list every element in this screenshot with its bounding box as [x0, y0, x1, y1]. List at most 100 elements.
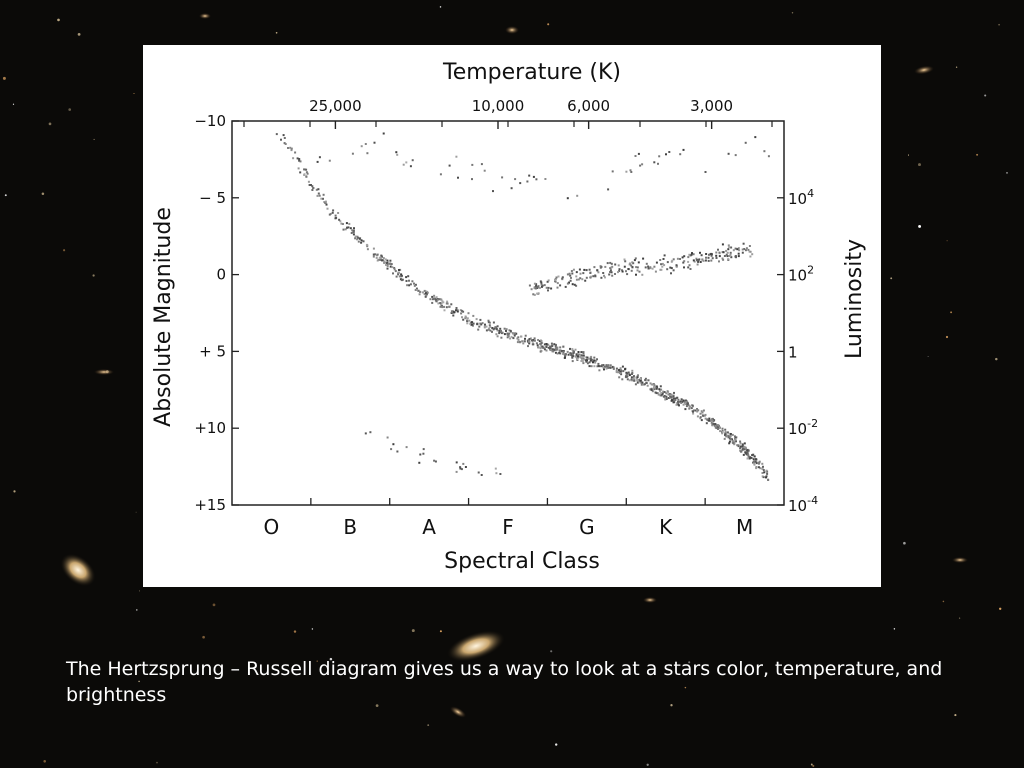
- star-point: [735, 256, 737, 259]
- star-point: [622, 370, 625, 373]
- star-point: [602, 272, 605, 274]
- star-point: [575, 271, 578, 274]
- star-point: [675, 403, 678, 406]
- star-point: [386, 436, 389, 439]
- star-point: [700, 419, 703, 422]
- star-point: [382, 257, 385, 260]
- star-point: [742, 453, 745, 456]
- star-point: [320, 197, 323, 200]
- star-point: [366, 245, 369, 248]
- background-star: [954, 714, 957, 717]
- star-point: [592, 361, 594, 364]
- star-point: [715, 251, 718, 254]
- star-point: [360, 145, 363, 148]
- star-point: [623, 258, 626, 261]
- star-point: [683, 260, 686, 263]
- star-point: [553, 343, 556, 346]
- background-star: [86, 697, 89, 701]
- star-point: [659, 394, 662, 397]
- star-point: [360, 241, 363, 244]
- star-point: [609, 261, 612, 264]
- star-point: [559, 284, 562, 287]
- star-point: [712, 420, 715, 422]
- star-point: [580, 356, 583, 358]
- star-point: [520, 335, 523, 338]
- background-star: [942, 600, 945, 603]
- star-point: [626, 273, 629, 276]
- star-point: [691, 252, 693, 255]
- star-point: [296, 157, 299, 160]
- star-point: [578, 268, 581, 271]
- star-point: [670, 272, 672, 275]
- star-point: [398, 275, 401, 278]
- luminosity-tick-base: 1: [788, 343, 798, 361]
- star-point: [462, 318, 465, 321]
- star-point: [425, 293, 428, 296]
- star-point: [326, 207, 329, 210]
- star-point: [303, 168, 306, 171]
- star-point: [566, 282, 569, 285]
- star-point: [627, 268, 630, 271]
- star-point: [559, 346, 562, 349]
- luminosity-tick-base: 10: [788, 267, 807, 285]
- star-point: [604, 276, 606, 279]
- star-point: [765, 469, 768, 472]
- star-point: [655, 386, 658, 389]
- star-point: [742, 448, 745, 451]
- star-point: [405, 276, 408, 279]
- star-point: [488, 327, 490, 330]
- star-point: [679, 258, 681, 260]
- star-point: [674, 398, 677, 401]
- star-point: [292, 157, 295, 160]
- star-point: [634, 257, 637, 260]
- star-point: [736, 444, 738, 447]
- star-point: [689, 268, 692, 270]
- star-point: [386, 262, 389, 264]
- star-point: [734, 438, 737, 441]
- star-point: [710, 253, 713, 256]
- star-point: [297, 167, 300, 170]
- star-point: [431, 298, 434, 301]
- star-point: [555, 276, 558, 279]
- star-point: [630, 378, 633, 381]
- star-point: [607, 366, 610, 369]
- star-point: [443, 305, 445, 308]
- star-point: [433, 297, 436, 300]
- star-point: [598, 369, 601, 372]
- star-point: [659, 385, 662, 388]
- background-star: [4, 194, 7, 197]
- star-point: [637, 374, 639, 377]
- star-point: [609, 364, 612, 367]
- star-point: [523, 340, 526, 343]
- star-point: [705, 256, 707, 259]
- star-point: [734, 436, 737, 439]
- background-star: [791, 12, 794, 14]
- star-point: [528, 284, 531, 287]
- star-point: [455, 461, 458, 464]
- star-point: [574, 355, 577, 358]
- star-point: [737, 247, 740, 250]
- star-point: [670, 396, 673, 399]
- star-point: [466, 322, 469, 325]
- star-point: [559, 352, 562, 355]
- star-point: [578, 353, 581, 356]
- star-point: [408, 279, 410, 282]
- luminosity-tick-exponent: 4: [807, 187, 814, 200]
- star-point: [415, 288, 418, 291]
- star-point: [666, 261, 669, 264]
- star-point: [612, 366, 615, 369]
- star-point: [682, 403, 685, 406]
- star-point: [626, 372, 629, 375]
- star-point: [753, 463, 756, 466]
- star-point: [758, 460, 761, 463]
- star-point: [587, 357, 590, 360]
- star-point: [484, 323, 486, 326]
- star-point: [299, 160, 302, 163]
- background-star: [950, 311, 953, 314]
- star-point: [761, 472, 764, 474]
- star-point: [550, 287, 553, 290]
- star-point: [649, 266, 652, 269]
- star-point: [340, 222, 343, 225]
- star-point: [564, 353, 567, 356]
- star-point: [734, 435, 736, 438]
